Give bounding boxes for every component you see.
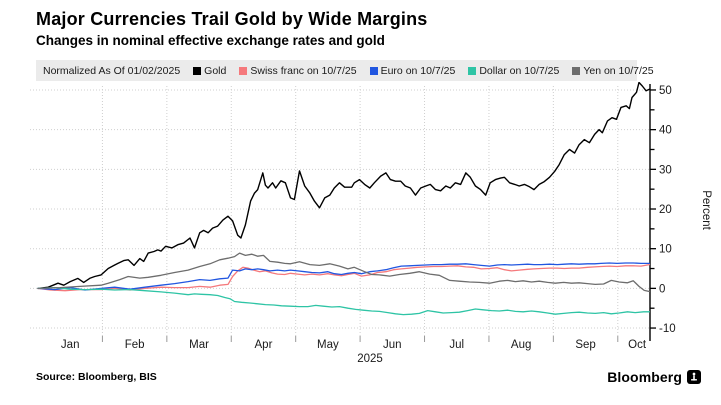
legend-normalized-note: Normalized As Of 01/02/2025	[43, 64, 181, 77]
y-tick-label: 10	[659, 244, 672, 256]
x-tick-label: Sep	[575, 339, 595, 351]
series-line-swiss	[37, 263, 651, 292]
x-tick-label: Jan	[61, 339, 80, 351]
legend-item-swiss[interactable]: Swiss franc on 10/7/25	[239, 64, 357, 77]
legend-swatch	[239, 66, 248, 75]
y-tick-label: -10	[659, 323, 676, 335]
y-tick-label: 50	[659, 85, 672, 97]
bloomberg-wordmark: Bloomberg	[607, 369, 682, 385]
legend-swatch	[193, 66, 202, 75]
legend-item-dollar[interactable]: Dollar on 10/7/25	[468, 65, 559, 77]
legend-label: Yen on 10/7/25	[583, 64, 654, 77]
x-tick-label: May	[317, 339, 339, 351]
legend-label: Dollar on 10/7/25	[479, 64, 560, 77]
chart-svg: -10 0 10 20 30 40 50 Jan Feb Mar Apr May Jun Jul Aug Se…	[30, 81, 712, 365]
page-subtitle: Changes in nominal effective exchange ra…	[36, 33, 385, 48]
series-line-dollar	[37, 286, 651, 316]
bloomberg-terminal-icon	[687, 370, 701, 384]
y-tick-label: 0	[659, 283, 665, 295]
x-tick-label: Mar	[189, 339, 209, 351]
y-tick-label: 20	[659, 204, 672, 216]
x-tick-label: Jul	[449, 339, 464, 351]
x-tick-label: Jun	[383, 339, 402, 351]
y-axis-title: Percent	[700, 190, 712, 230]
legend-label: Gold	[204, 64, 227, 77]
y-tick-label: 30	[659, 164, 672, 176]
legend-swatch	[369, 66, 378, 75]
bloomberg-logo: Bloomberg	[607, 369, 701, 385]
legend-label: Euro on 10/7/25	[380, 64, 456, 77]
page-title: Major Currencies Trail Gold by Wide Marg…	[36, 9, 428, 29]
legend-bar: Normalized As Of 01/02/2025 Gold Swiss fr…	[36, 60, 654, 81]
legend-item-yen[interactable]: Yen on 10/7/25	[572, 64, 654, 77]
x-tick-label: Apr	[255, 339, 273, 351]
chart-area: -10 0 10 20 30 40 50 Jan Feb Mar Apr May Jun Jul Aug Se…	[0, 81, 721, 367]
legend-label: Swiss franc on 10/7/25	[250, 64, 357, 77]
y-tick-label: 40	[659, 125, 672, 137]
x-tick-label: Oct	[628, 339, 647, 351]
legend-item-euro[interactable]: Euro on 10/7/25	[369, 64, 456, 77]
series-line-gold	[37, 81, 651, 290]
source-note: Source: Bloomberg, BIS	[36, 371, 157, 383]
legend-item-gold[interactable]: Gold	[193, 65, 226, 77]
footer: Source: Bloomberg, BIS Bloomberg	[0, 369, 721, 385]
series-line-euro	[37, 262, 651, 291]
x-tick-label: Feb	[125, 339, 145, 351]
x-tick-label: Aug	[511, 339, 531, 351]
legend-swatch	[468, 66, 477, 75]
series-line-yen	[37, 252, 651, 293]
x-axis-year-label: 2025	[357, 353, 383, 365]
legend-swatch	[572, 66, 581, 75]
